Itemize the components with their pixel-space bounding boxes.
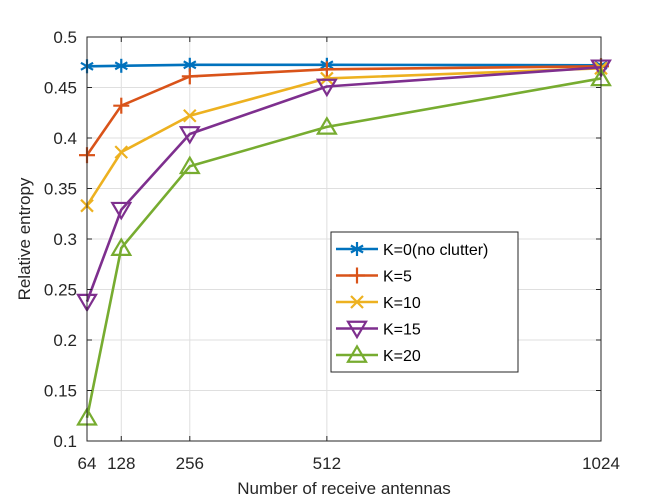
y-tick-label: 0.15 [44, 382, 77, 401]
y-tick-label: 0.35 [44, 180, 77, 199]
data-point [178, 126, 201, 145]
y-tick-label: 0.4 [53, 129, 77, 148]
y-tick-label: 0.2 [53, 331, 77, 350]
legend-entry: K=5 [336, 267, 412, 286]
x-axis-label: Number of receive antennas [237, 479, 451, 498]
legend-marker [346, 320, 368, 340]
data-point [114, 145, 129, 159]
legend-marker [350, 242, 364, 256]
legend-marker [346, 344, 368, 363]
legend-label: K=0(no clutter) [383, 242, 488, 259]
y-axis-label: Relative entropy [15, 177, 34, 300]
data-point [113, 97, 130, 114]
axis-ticks: 64 128 256 512 1024 0.1 0.15 0.2 0.25 0.3 0.35 0.4 0… [44, 28, 620, 473]
legend-label: K=10 [383, 295, 421, 312]
data-point [114, 58, 128, 73]
data-point [181, 68, 198, 85]
y-tick-label: 0.1 [53, 432, 77, 451]
legend-label: K=5 [383, 269, 412, 286]
data-point [318, 61, 335, 78]
x-tick-label: 512 [313, 454, 341, 473]
x-tick-label: 1024 [582, 454, 620, 473]
legend-marker [350, 295, 364, 309]
y-tick-label: 0.45 [44, 79, 77, 98]
series-layer [76, 57, 612, 426]
data-point [183, 109, 197, 123]
y-tick-label: 0.3 [53, 230, 77, 249]
y-tick-label: 0.25 [44, 281, 77, 300]
legend: K=0(no clutter) K=5 K=10 K=15 K=20 [330, 231, 519, 373]
legend-entry: K=0(no clutter) [336, 242, 488, 259]
x-tick-label: 64 [78, 454, 97, 473]
legend-marker [349, 267, 365, 284]
series-line [85, 66, 602, 303]
legend-entry: K=15 [336, 320, 421, 340]
data-point [315, 78, 338, 98]
legend-entry: K=20 [336, 344, 421, 365]
data-point [320, 71, 334, 86]
data-point [110, 237, 133, 256]
legend-label: K=20 [383, 348, 421, 365]
legend-entry: K=10 [336, 295, 421, 312]
x-tick-label: 128 [107, 454, 135, 473]
data-point [110, 201, 133, 221]
y-tick-label: 0.5 [53, 28, 77, 47]
series-line [85, 77, 602, 419]
data-point [315, 116, 338, 135]
x-tick-label: 256 [176, 454, 204, 473]
data-point [178, 155, 201, 175]
legend-label: K=15 [383, 322, 421, 339]
